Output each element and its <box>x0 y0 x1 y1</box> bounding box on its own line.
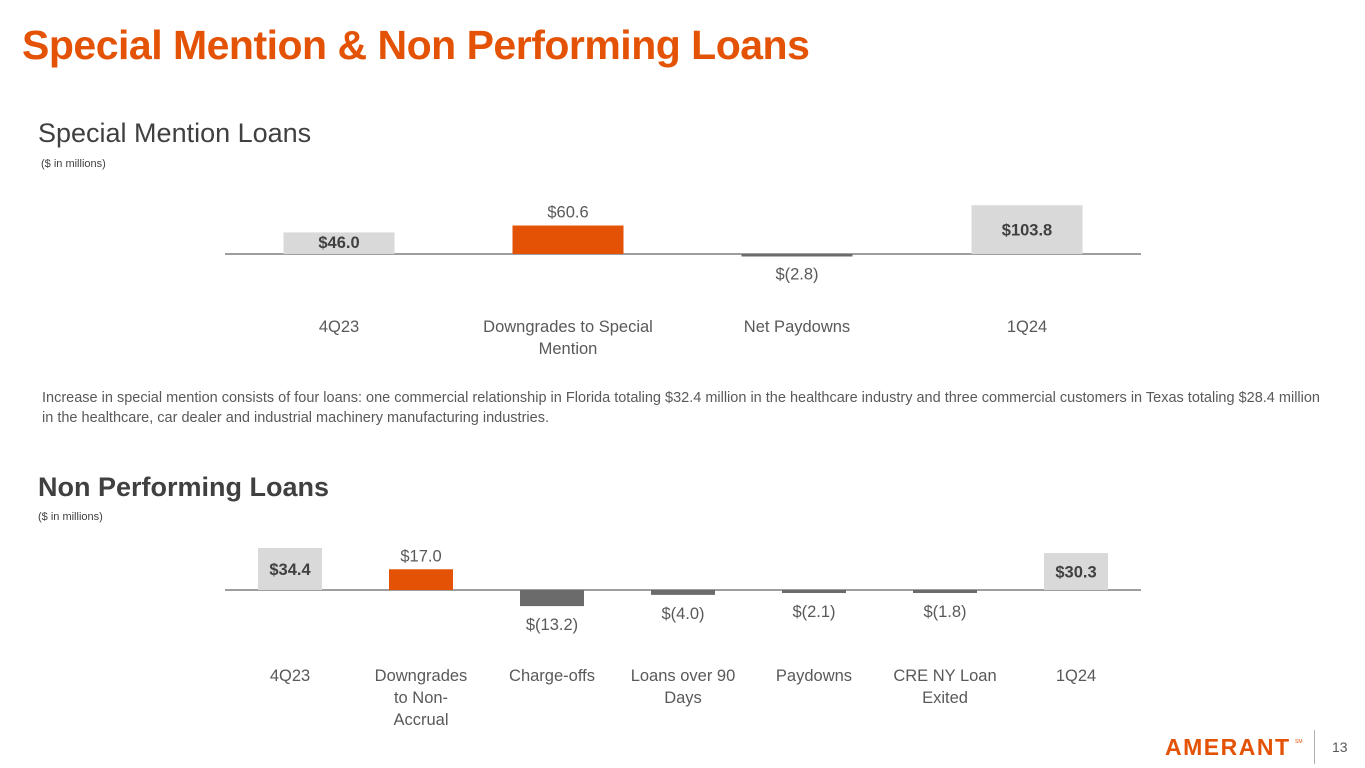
category-label: Days <box>664 689 702 707</box>
special-mention-title: Special Mention Loans <box>38 118 312 148</box>
category-label: Charge-offs <box>509 667 595 685</box>
page-title: Special Mention & Non Performing Loans <box>22 22 810 68</box>
category-label: Accrual <box>393 711 448 729</box>
logo-text: AMERANT <box>1165 734 1291 759</box>
special-mention-unit: ($ in millions) <box>41 158 106 170</box>
category-label: to Non- <box>394 689 448 707</box>
special-mention-note: Increase in special mention consists of … <box>42 390 1320 426</box>
category-label: Downgrades <box>375 667 468 685</box>
data-label: $17.0 <box>400 547 441 565</box>
category-label: 4Q23 <box>319 318 359 336</box>
bar-total <box>971 205 1083 254</box>
data-label: $(13.2) <box>526 616 578 634</box>
bar-decrease <box>741 254 853 257</box>
category-label: 4Q23 <box>270 667 310 685</box>
data-label: $(1.8) <box>923 603 966 621</box>
logo-sm: SM <box>1295 739 1303 745</box>
logo-mark-icon: AMERANT SM <box>1165 734 1303 760</box>
amerant-logo: AMERANT SM <box>1165 733 1305 764</box>
non-performing-chart: $34.4 4Q23 $17.0 Downgrades to Non- Accrual $(… <box>225 547 1141 729</box>
category-label: 1Q24 <box>1007 318 1047 336</box>
data-label: $(2.1) <box>792 603 835 621</box>
bar-decrease <box>520 590 584 607</box>
category-label: Exited <box>922 689 968 707</box>
footer-divider <box>1314 730 1315 764</box>
category-label: Paydowns <box>776 667 852 685</box>
non-performing-unit: ($ in millions) <box>38 511 103 523</box>
category-label: Mention <box>539 340 598 358</box>
category-label: Loans over 90 <box>631 667 736 685</box>
special-mention-chart: $46.0 4Q23 $60.6 Downgrades to Special Menti… <box>225 204 1141 358</box>
data-label: $30.3 <box>1055 564 1096 582</box>
bar-increase <box>389 569 453 590</box>
bar-increase <box>512 225 624 254</box>
category-label: CRE NY Loan <box>893 667 996 685</box>
bar-decrease <box>782 590 846 593</box>
data-label: $(2.8) <box>775 266 818 284</box>
data-label: $46.0 <box>318 234 359 252</box>
bar-total <box>283 232 395 254</box>
data-label: $34.4 <box>269 561 311 579</box>
bar-decrease <box>913 590 977 593</box>
bar-decrease <box>651 590 715 595</box>
data-label: $103.8 <box>1002 222 1052 240</box>
page-number: 13 <box>1332 739 1348 755</box>
bar-total <box>258 548 322 590</box>
bar-total <box>1044 553 1108 590</box>
category-label: 1Q24 <box>1056 667 1096 685</box>
data-label: $(4.0) <box>661 605 704 623</box>
category-label: Net Paydowns <box>744 318 850 336</box>
category-label: Downgrades to Special <box>483 318 653 336</box>
data-label: $60.6 <box>547 204 588 222</box>
non-performing-title: Non Performing Loans <box>38 472 330 502</box>
